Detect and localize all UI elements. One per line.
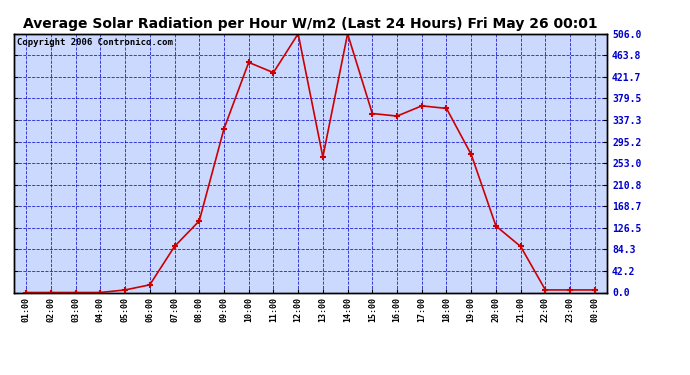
Title: Average Solar Radiation per Hour W/m2 (Last 24 Hours) Fri May 26 00:01: Average Solar Radiation per Hour W/m2 (L…: [23, 17, 598, 31]
Text: Copyright 2006 Contronico.com: Copyright 2006 Contronico.com: [17, 38, 172, 46]
